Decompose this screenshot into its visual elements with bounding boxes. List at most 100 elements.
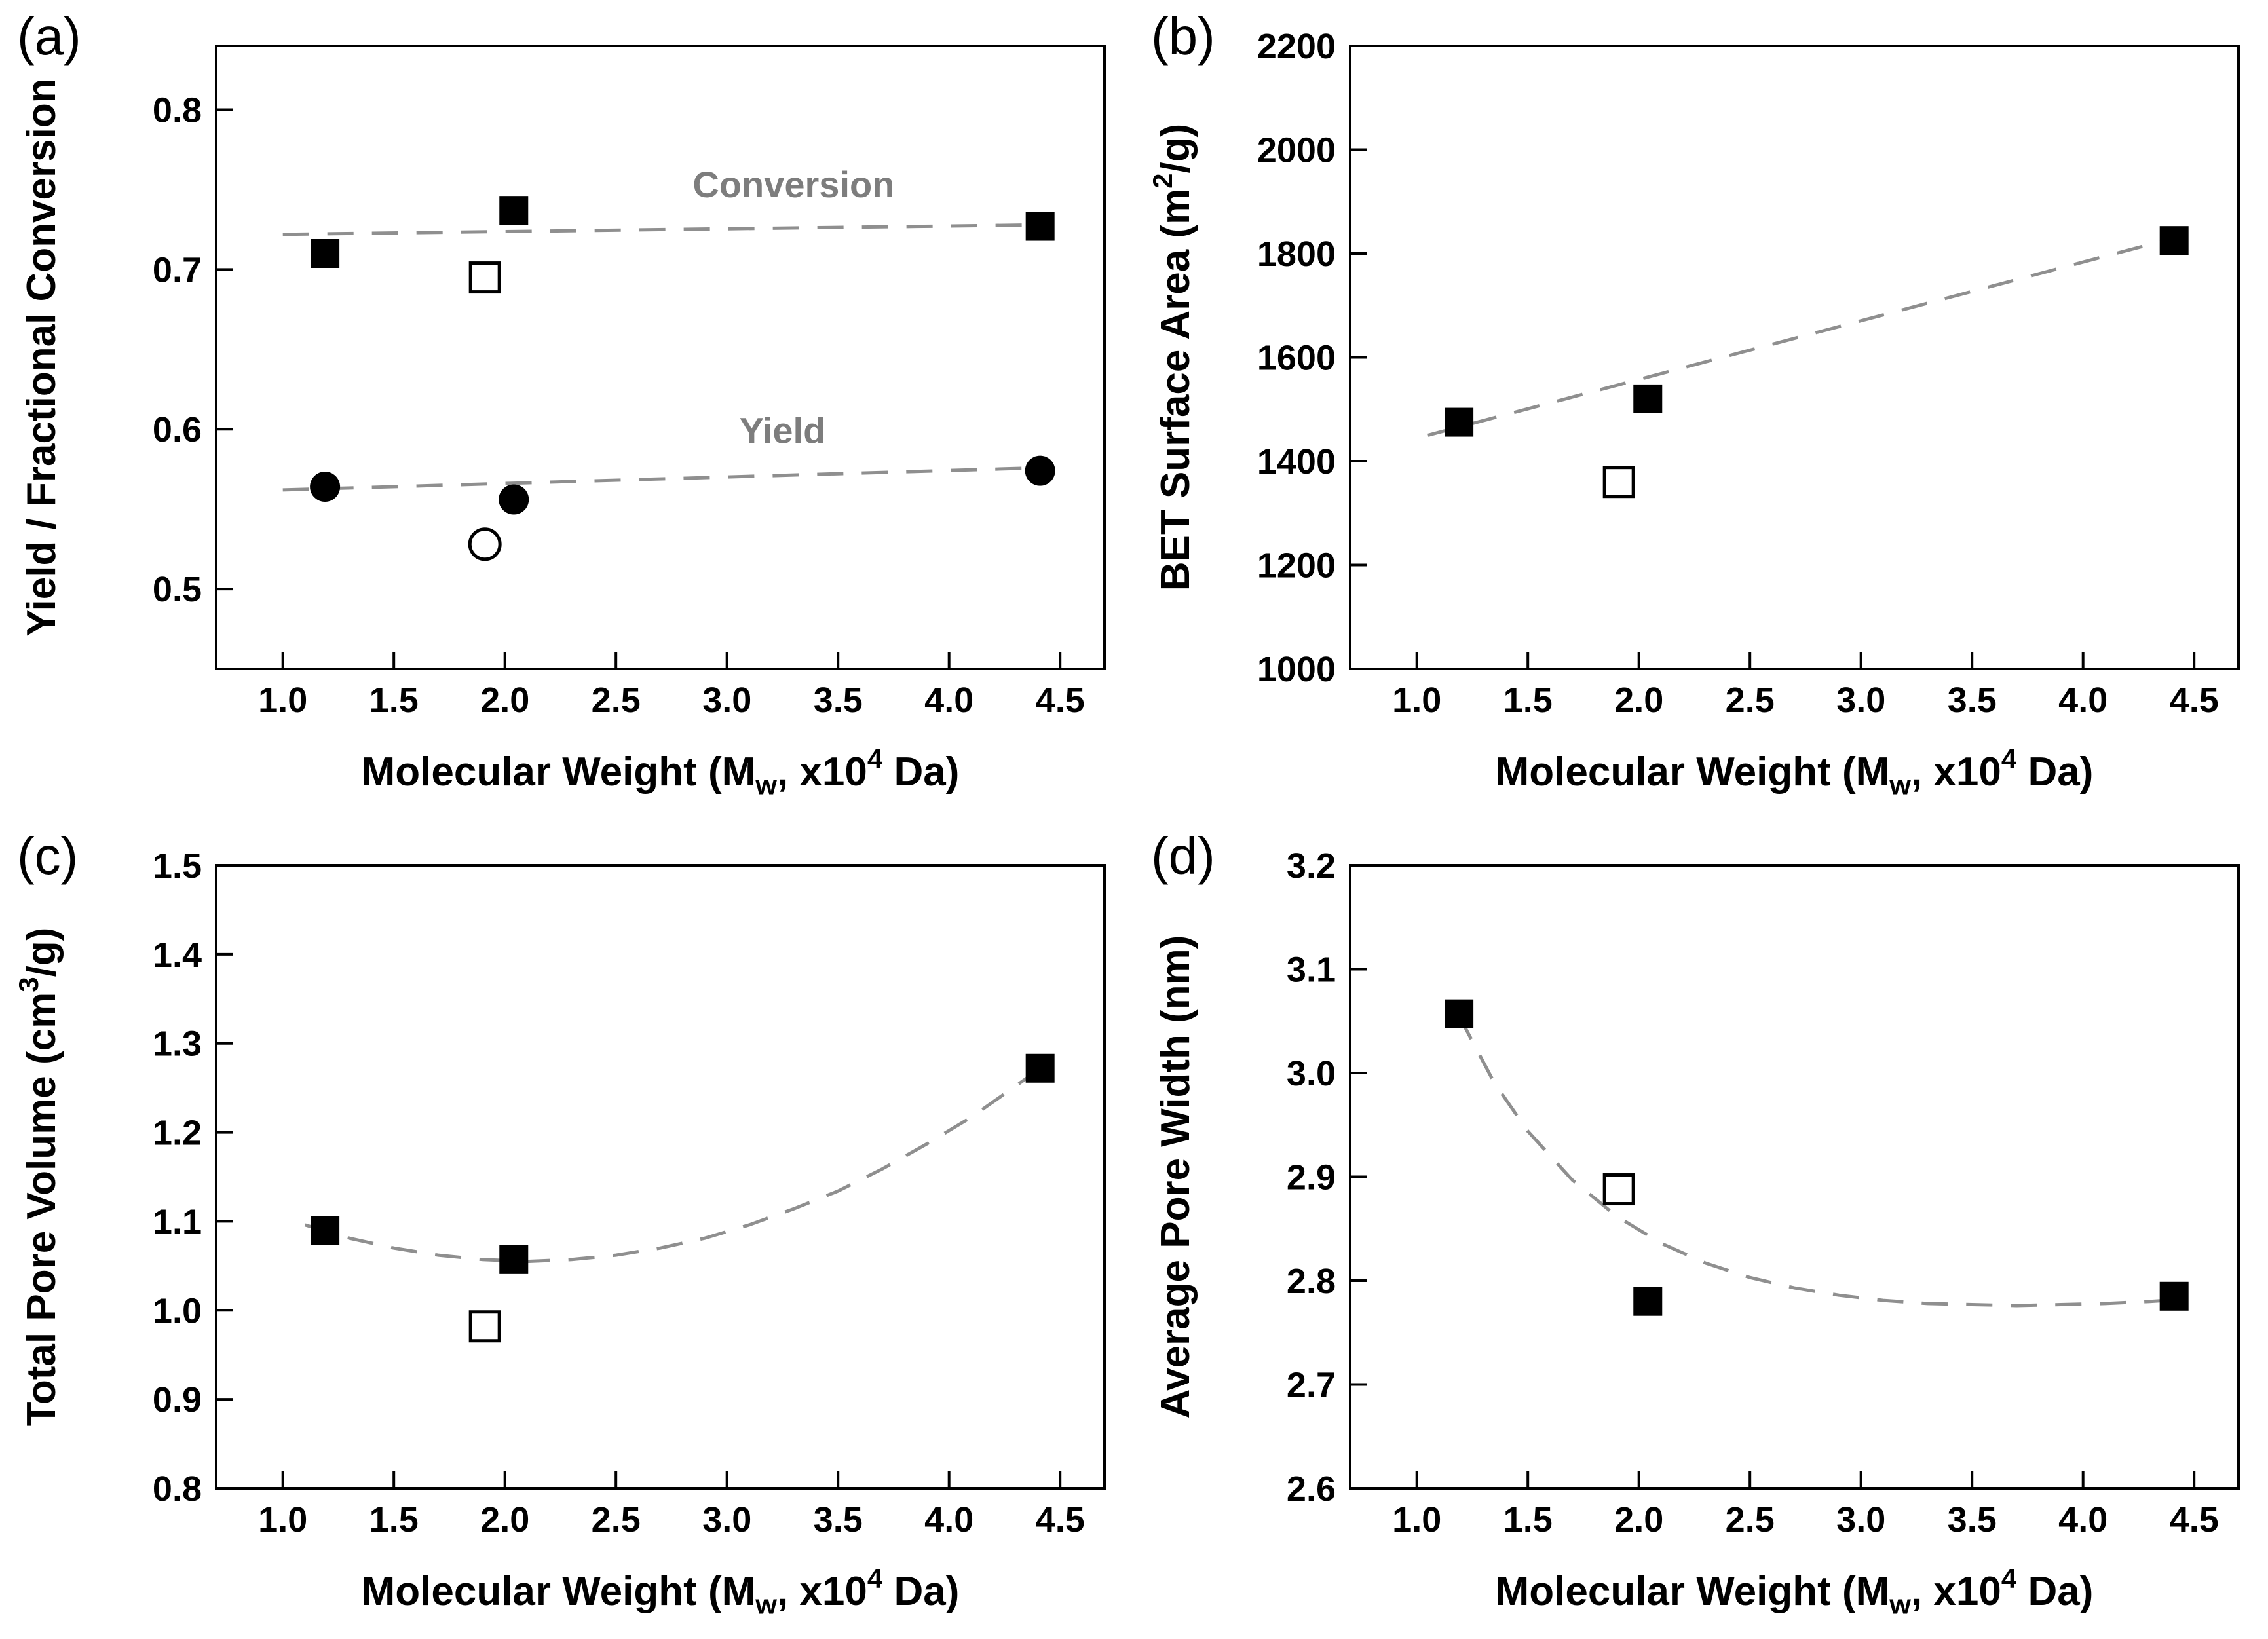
y-tick-label: 1000	[1257, 650, 1336, 689]
open-square-marker	[1602, 1173, 1635, 1206]
y-tick-label: 3.0	[1287, 1054, 1336, 1093]
panel-label-d: (d)	[1151, 827, 1215, 885]
x-tick-label: 1.0	[1392, 1500, 1441, 1539]
y-tick-label: 1.4	[153, 935, 202, 975]
filled-square-marker	[499, 196, 529, 225]
y-tick-label: 0.5	[153, 570, 202, 609]
y-axis-label: Yield / Fractional Conversion	[19, 78, 64, 636]
scatter-plot-a: 1.0 1.5 2.0 2.5 3.0 3.5 4.0 4.5 0.5 0.6 0.7 0.8 Conv…	[19, 45, 1106, 801]
x-tick-label: 2.5	[1726, 681, 1775, 720]
x-tick-label: 4.5	[2170, 1500, 2219, 1539]
x-tick-label: 1.5	[1503, 1500, 1553, 1539]
filled-square-marker	[2159, 226, 2189, 255]
panel-d: (d) 1.0 1.5 2.0 2.5 3.0 3.5 4.0 4.5 2.6 2.7 2.8 2.9…	[1134, 820, 2268, 1639]
x-tick-label: 1.0	[1392, 681, 1441, 720]
x-tick-label: 4.0	[924, 1500, 973, 1539]
x-tick-label: 4.5	[1036, 681, 1085, 720]
y-tick-label: 0.8	[153, 1469, 202, 1509]
y-tick-label: 2.7	[1287, 1366, 1336, 1405]
filled-square-marker	[311, 1216, 340, 1245]
filled-square-marker	[1025, 212, 1055, 241]
trend-line-conversion-trend	[282, 223, 1049, 236]
x-tick-label: 2.0	[1614, 681, 1663, 720]
y-tick-label: 2200	[1257, 27, 1336, 66]
x-tick-label: 2.5	[1726, 1500, 1775, 1539]
filled-square-marker	[1633, 384, 1663, 413]
trend-line-bet-trend	[1427, 231, 2195, 437]
y-tick-label: 2000	[1257, 131, 1336, 170]
scatter-plot-d: 1.0 1.5 2.0 2.5 3.0 3.5 4.0 4.5 2.6 2.7 2.8 2.9 3.0 3…	[1153, 846, 2240, 1620]
open-square-marker	[1602, 466, 1635, 499]
y-tick-label: 1800	[1257, 235, 1336, 274]
x-tick-label: 3.0	[702, 1500, 751, 1539]
x-axis-label: Molecular Weight (Mw, x104 Da)	[362, 744, 960, 801]
y-axis-label: Total Pore Volume (cm3/g)	[13, 928, 64, 1427]
y-tick-label: 1200	[1257, 546, 1336, 586]
x-axis-label: Molecular Weight (Mw, x104 Da)	[362, 1563, 960, 1620]
scatter-plot-c: 1.0 1.5 2.0 2.5 3.0 3.5 4.0 4.5 0.8 0.9 1.0 1.1 1.2 1…	[13, 846, 1106, 1620]
x-tick-label: 1.5	[369, 681, 419, 720]
x-tick-label: 4.0	[924, 681, 973, 720]
y-tick-label: 2.9	[1287, 1158, 1336, 1197]
trend-line-yield-trend	[282, 466, 1049, 492]
x-tick-label: 3.0	[702, 681, 751, 720]
filled-square-marker	[1445, 999, 1474, 1028]
y-tick-label: 0.8	[153, 91, 202, 130]
plot-frame	[1349, 45, 2240, 670]
filled-circle-marker	[499, 484, 529, 515]
x-axis-label: Molecular Weight (Mw, x104 Da)	[1496, 1563, 2094, 1620]
x-tick-label: 1.0	[258, 681, 307, 720]
open-square-marker	[468, 261, 501, 294]
filled-square-marker	[1445, 407, 1474, 437]
scatter-plot-b: 1.0 1.5 2.0 2.5 3.0 3.5 4.0 4.5 1000 1200 1400 1600…	[1147, 27, 2240, 801]
x-tick-label: 4.0	[2058, 681, 2107, 720]
y-tick-label: 0.6	[153, 410, 202, 449]
filled-circle-marker	[1025, 455, 1055, 486]
series-annotation: Yield	[740, 410, 826, 451]
panel-label-a: (a)	[17, 7, 81, 66]
y-tick-label: 3.2	[1287, 846, 1336, 886]
panel-b: (b) 1.0 1.5 2.0 2.5 3.0 3.5 4.0 4.5 1000 1200 1400…	[1134, 0, 2268, 820]
y-tick-label: 2.8	[1287, 1262, 1336, 1301]
filled-square-marker	[2159, 1281, 2189, 1311]
x-tick-label: 4.5	[2170, 681, 2219, 720]
trend-line-tpv-trend	[304, 1061, 1050, 1264]
trend-line-apw-trend	[1457, 1015, 2183, 1308]
x-tick-label: 4.5	[1036, 1500, 1085, 1539]
y-tick-label: 1600	[1257, 339, 1336, 378]
y-tick-label: 2.6	[1287, 1469, 1336, 1509]
series-annotation: Conversion	[692, 164, 894, 205]
open-square-marker	[468, 1310, 501, 1343]
x-tick-label: 3.5	[814, 681, 863, 720]
x-tick-label: 3.5	[1948, 681, 1997, 720]
plot-frame	[215, 45, 1106, 670]
x-tick-label: 2.5	[592, 1500, 641, 1539]
x-tick-label: 3.0	[1836, 681, 1885, 720]
filled-square-marker	[1025, 1053, 1055, 1083]
open-circle-marker	[468, 527, 502, 561]
filled-square-marker	[311, 239, 340, 268]
x-tick-label: 2.5	[592, 681, 641, 720]
panel-label-c: (c)	[17, 827, 79, 885]
x-axis-label: Molecular Weight (Mw, x104 Da)	[1496, 744, 2094, 801]
y-axis-label: BET Surface Area (m2/g)	[1147, 124, 1198, 592]
x-tick-label: 1.5	[1503, 681, 1553, 720]
panel-c: (c) 1.0 1.5 2.0 2.5 3.0 3.5 4.0 4.5 0.8 0.9 1.0 1.1…	[0, 820, 1134, 1639]
filled-square-marker	[499, 1245, 529, 1274]
x-tick-label: 1.0	[258, 1500, 307, 1539]
filled-square-marker	[1633, 1287, 1663, 1316]
plot-frame	[215, 864, 1106, 1490]
plot-frame	[1349, 864, 2240, 1490]
x-tick-label: 4.0	[2058, 1500, 2107, 1539]
y-tick-label: 3.1	[1287, 951, 1336, 990]
y-axis-label: Average Pore Width (nm)	[1153, 935, 1198, 1419]
y-tick-label: 0.9	[153, 1380, 202, 1420]
panel-a: (a) 1.0 1.5 2.0 2.5 3.0 3.5 4.0 4.5 0.5 0.6 0.7 0.8…	[0, 0, 1134, 820]
y-tick-label: 1.0	[153, 1291, 202, 1330]
y-tick-label: 1.2	[153, 1114, 202, 1153]
x-tick-label: 3.5	[1948, 1500, 1997, 1539]
y-tick-label: 1.3	[153, 1025, 202, 1064]
y-tick-label: 1400	[1257, 442, 1336, 481]
y-tick-label: 1.5	[153, 846, 202, 886]
